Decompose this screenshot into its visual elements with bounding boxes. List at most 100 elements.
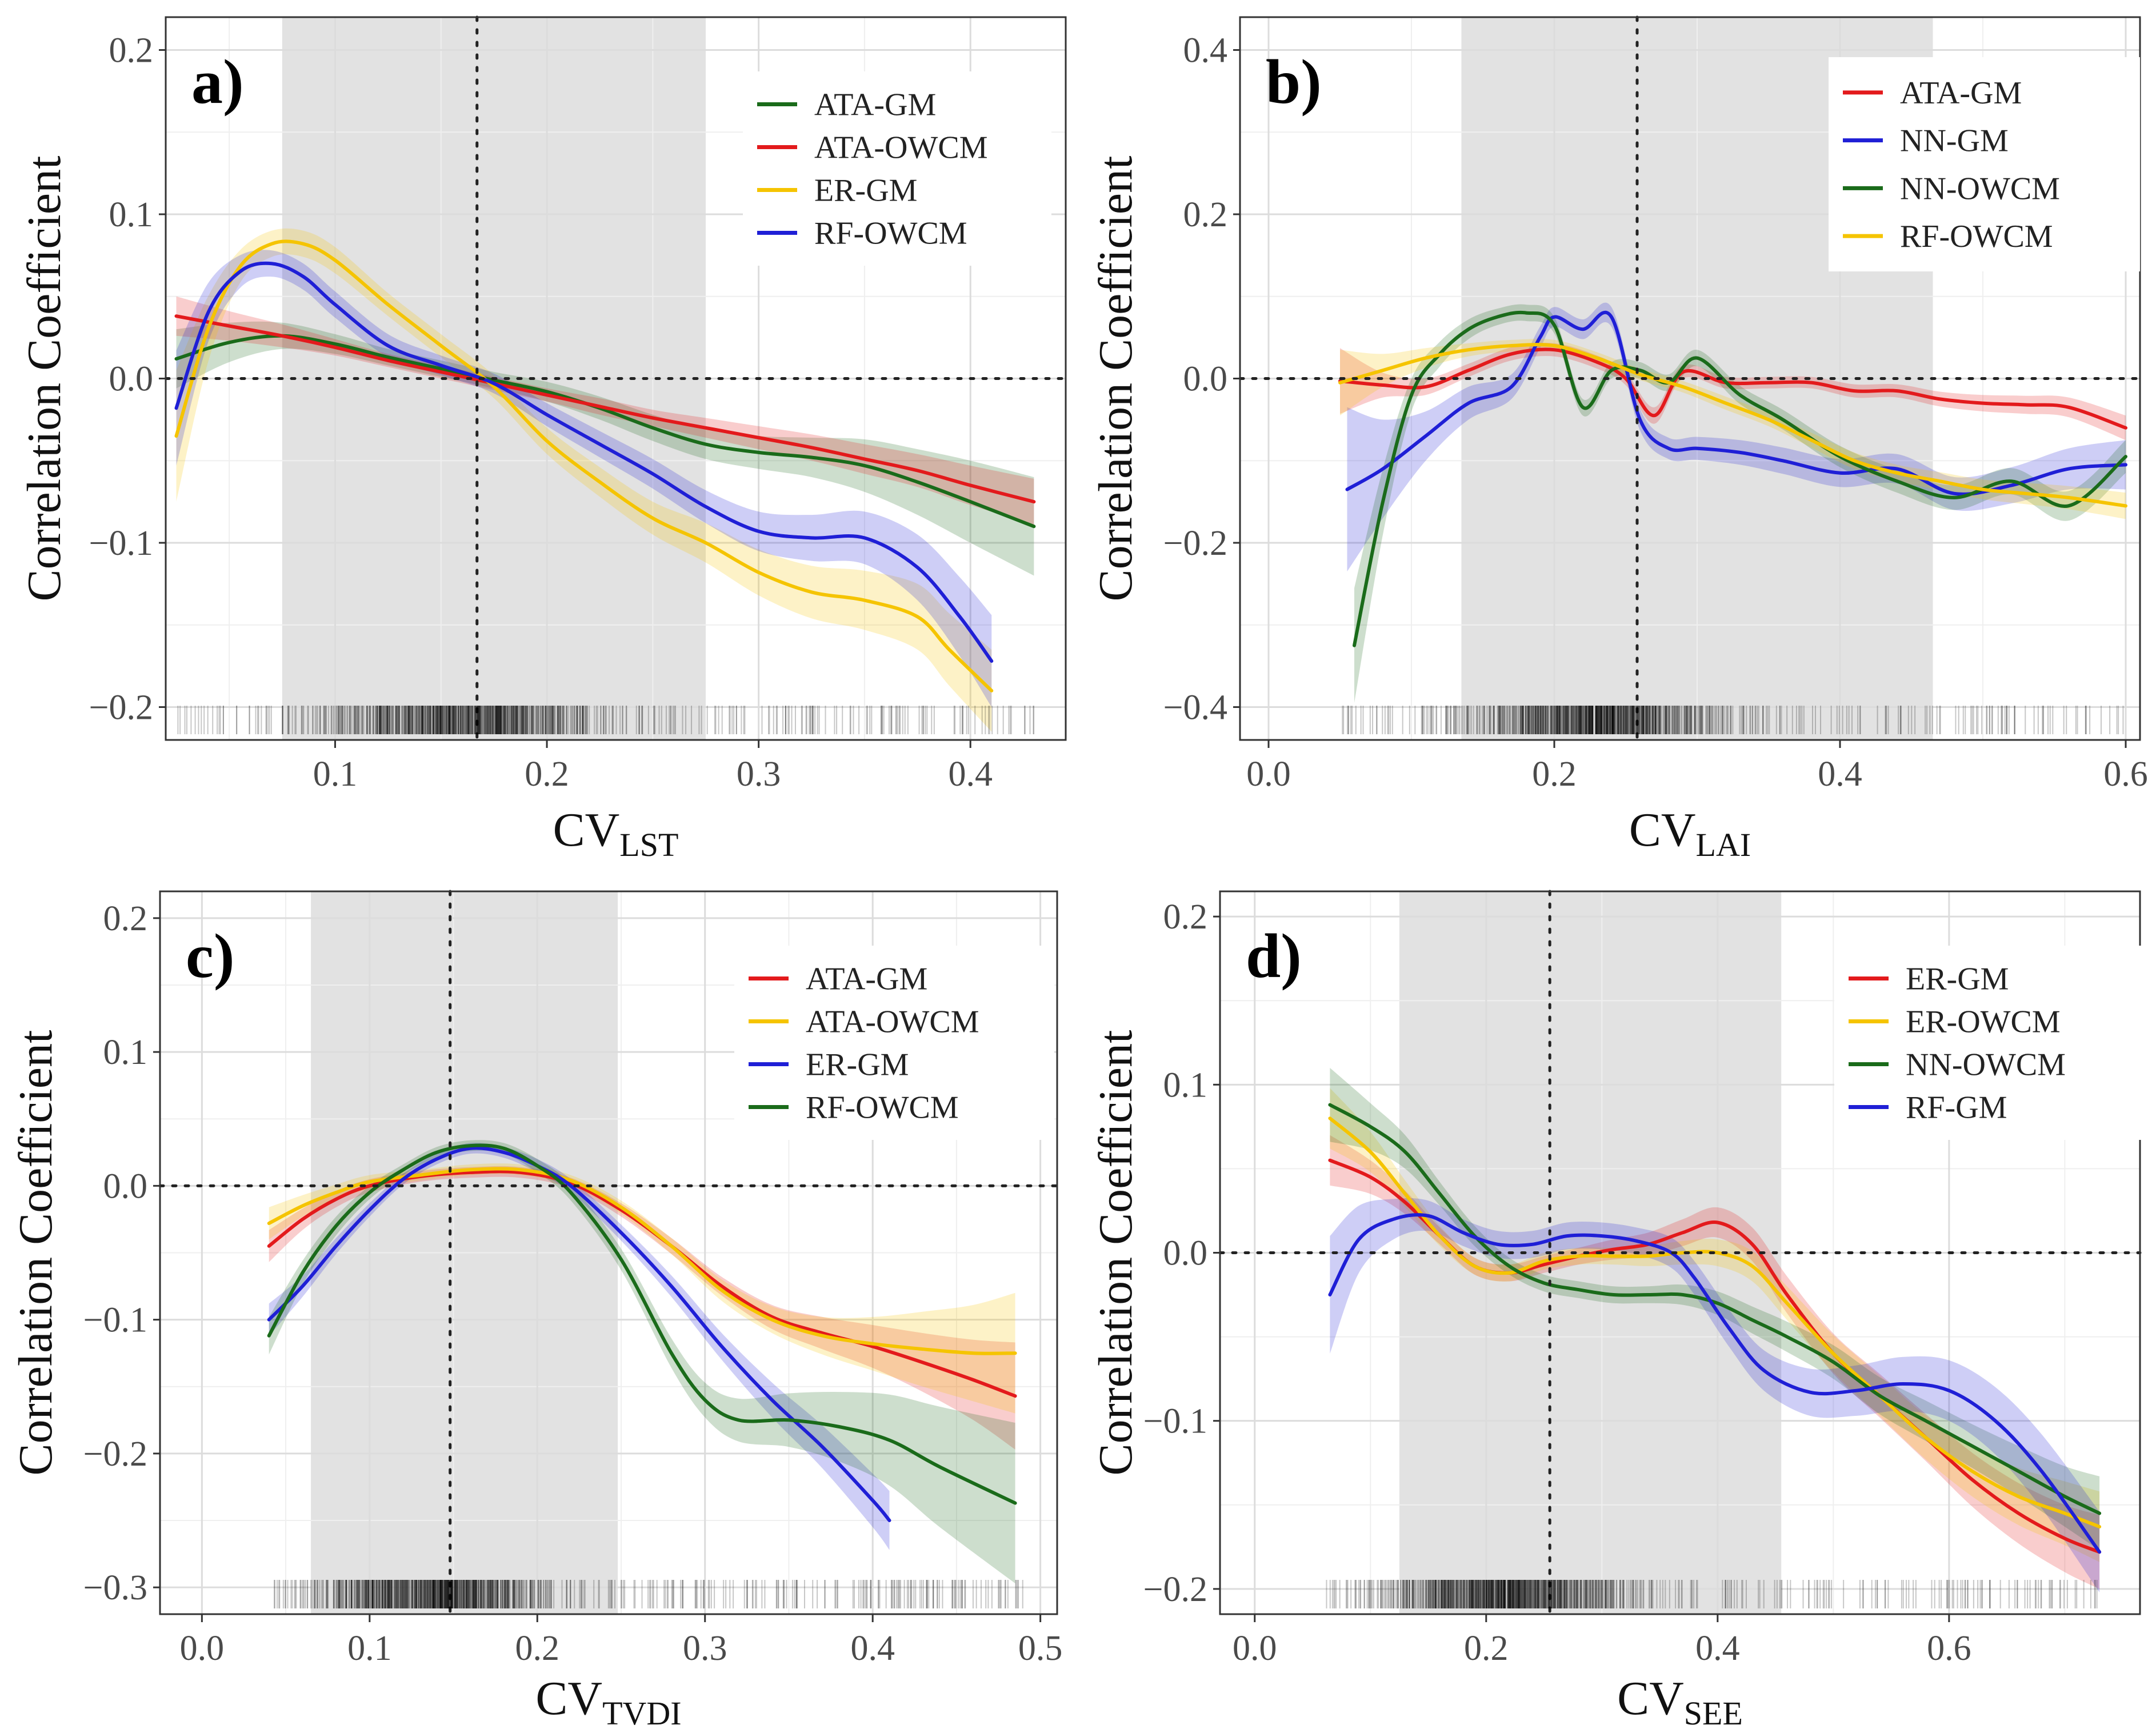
legend-label: RF-OWCM [814, 216, 967, 251]
legend: ATA-GM ATA-OWCM ER-GM RF-OWCM [734, 946, 1054, 1140]
line-nn-gm [1345, 310, 2127, 496]
y-axis-title: Correlation Coefficient [9, 1030, 62, 1476]
x-tick-label: 0.5 [1018, 1629, 1063, 1668]
x-tick-label: 0.3 [683, 1629, 727, 1668]
line-rf-owcm [1338, 343, 2127, 508]
y-tick-label: 0.0 [1183, 360, 1228, 399]
x-tick-label: 0.4 [948, 755, 993, 794]
x-tick-label: 0.0 [180, 1629, 225, 1668]
rug [177, 706, 1035, 734]
line-rf-owcm [267, 1143, 1017, 1505]
y-tick-label: 0.0 [109, 360, 154, 399]
line-rf-owcm [174, 261, 994, 663]
legend: ATA-GM NN-GM NN-OWCM RF-OWCM [1829, 57, 2140, 271]
line-er-gm [174, 239, 994, 693]
panel-c: 0.0 0.1 0.2 0.3 0.4 0.5 −0.3 −0.2 −0.1 0.0 0.1 0.2 C… [9, 890, 1063, 1732]
x-axis-title: CVLAI [1629, 803, 1751, 863]
x-axis-title-main: CV [535, 1672, 602, 1725]
y-tick-label: 0.0 [103, 1167, 148, 1206]
legend-label: RF-GM [1906, 1090, 2007, 1126]
y-tick-label: 0.4 [1183, 31, 1228, 70]
legend-label: ER-OWCM [1906, 1004, 2061, 1040]
y-tick-label: 0.1 [1163, 1066, 1208, 1104]
y-tick-label: 0.2 [109, 31, 154, 70]
line-er-owcm [1328, 1116, 2102, 1528]
x-tick-label: 0.4 [1818, 755, 1862, 794]
y-tick-label: −0.2 [83, 1435, 147, 1474]
x-axis-title: CVLST [553, 803, 679, 863]
line-ata-owcm [267, 1167, 1017, 1355]
band-rf-owcm [1340, 339, 2126, 519]
legend-label: ER-GM [806, 1047, 909, 1083]
legend-label: ATA-GM [814, 87, 936, 123]
series-group [174, 228, 1036, 732]
legend-label: RF-OWCM [806, 1090, 959, 1126]
legend-label: ATA-GM [1900, 75, 2022, 111]
legend-label: RF-OWCM [1900, 219, 2053, 254]
rug [273, 1580, 1023, 1608]
x-tick-label: 0.2 [515, 1629, 560, 1668]
x-tick-label: 0.2 [1464, 1629, 1509, 1668]
x-axis-title-main: CV [1629, 803, 1696, 857]
x-tick-label: 0.2 [525, 755, 569, 794]
band-ata-owcm [269, 1163, 1015, 1414]
legend: ATA-GM ATA-OWCM ER-GM RF-OWCM [743, 71, 1051, 266]
x-tick-label: 0.1 [313, 755, 358, 794]
x-tick-label: 0.0 [1246, 755, 1291, 794]
legend-label: NN-OWCM [1900, 171, 2060, 206]
legend-label: ATA-GM [806, 962, 927, 997]
x-tick-label: 0.2 [1532, 755, 1577, 794]
legend-label: ER-GM [1906, 962, 2009, 997]
line-ata-gm [1338, 347, 2127, 430]
legend-label: ATA-OWCM [806, 1004, 979, 1040]
panel-letter: b) [1266, 47, 1322, 117]
y-tick-label: −0.3 [83, 1568, 147, 1607]
y-tick-label: −0.1 [83, 1301, 147, 1340]
legend: ER-GM ER-OWCM NN-OWCM RF-GM [1834, 946, 2143, 1140]
x-tick-label: 0.4 [850, 1629, 895, 1668]
panel-b: 0.0 0.2 0.4 0.6 −0.4 −0.2 0.0 0.2 0.4 Correlation… [1089, 15, 2148, 863]
band-rf-gm [1330, 1198, 2100, 1592]
x-axis-title-main: CV [1617, 1672, 1684, 1725]
legend-label: ER-GM [814, 173, 917, 209]
y-tick-label: 0.1 [109, 195, 154, 234]
band-ata-gm [176, 321, 1034, 576]
y-axis-title: Correlation Coefficient [1089, 156, 1142, 602]
series-group [1328, 1067, 2102, 1592]
x-tick-label: 0.3 [737, 755, 781, 794]
x-axis-title-subscript: SEE [1684, 1695, 1743, 1732]
x-axis-title-subscript: LST [619, 826, 678, 863]
y-tick-label: −0.2 [1163, 524, 1227, 563]
panel-letter: c) [186, 921, 234, 991]
y-tick-label: 0.2 [1183, 195, 1228, 234]
x-tick-label: 0.6 [2103, 755, 2148, 794]
x-tick-label: 0.6 [1927, 1629, 1971, 1668]
series-group [1338, 302, 2127, 703]
rug [1326, 1580, 2098, 1608]
line-nn-owcm [1328, 1103, 2102, 1515]
plot-border [159, 890, 1058, 1615]
x-axis-title: CVTVDI [535, 1672, 681, 1732]
line-rf-gm [1328, 1213, 2102, 1554]
y-tick-label: −0.2 [1143, 1570, 1207, 1609]
x-axis-title: CVSEE [1617, 1672, 1743, 1732]
x-axis-title-subscript: LAI [1696, 826, 1751, 863]
y-tick-label: −0.4 [1163, 689, 1227, 727]
line-nn-owcm [1353, 310, 2127, 647]
y-axis-title: Correlation Coefficient [18, 156, 71, 602]
legend-label: NN-GM [1900, 123, 2009, 159]
x-tick-label: 0.1 [347, 1629, 392, 1668]
x-tick-label: 0.0 [1233, 1629, 1277, 1668]
y-tick-label: 0.2 [1163, 898, 1208, 936]
series-group [267, 1140, 1017, 1584]
line-ata-gm [267, 1170, 1017, 1398]
y-tick-label: −0.2 [89, 689, 153, 727]
legend-label: NN-OWCM [1906, 1047, 2066, 1083]
y-axis-title: Correlation Coefficient [1089, 1030, 1142, 1476]
legend-label: ATA-OWCM [814, 130, 988, 166]
band-er-gm [176, 228, 992, 732]
y-tick-label: 0.1 [103, 1033, 148, 1072]
band-er-gm [1330, 1135, 2100, 1589]
panel-d: 0.0 0.2 0.4 0.6 −0.2 −0.1 0.0 0.1 0.2 Correlation… [1089, 890, 2143, 1732]
